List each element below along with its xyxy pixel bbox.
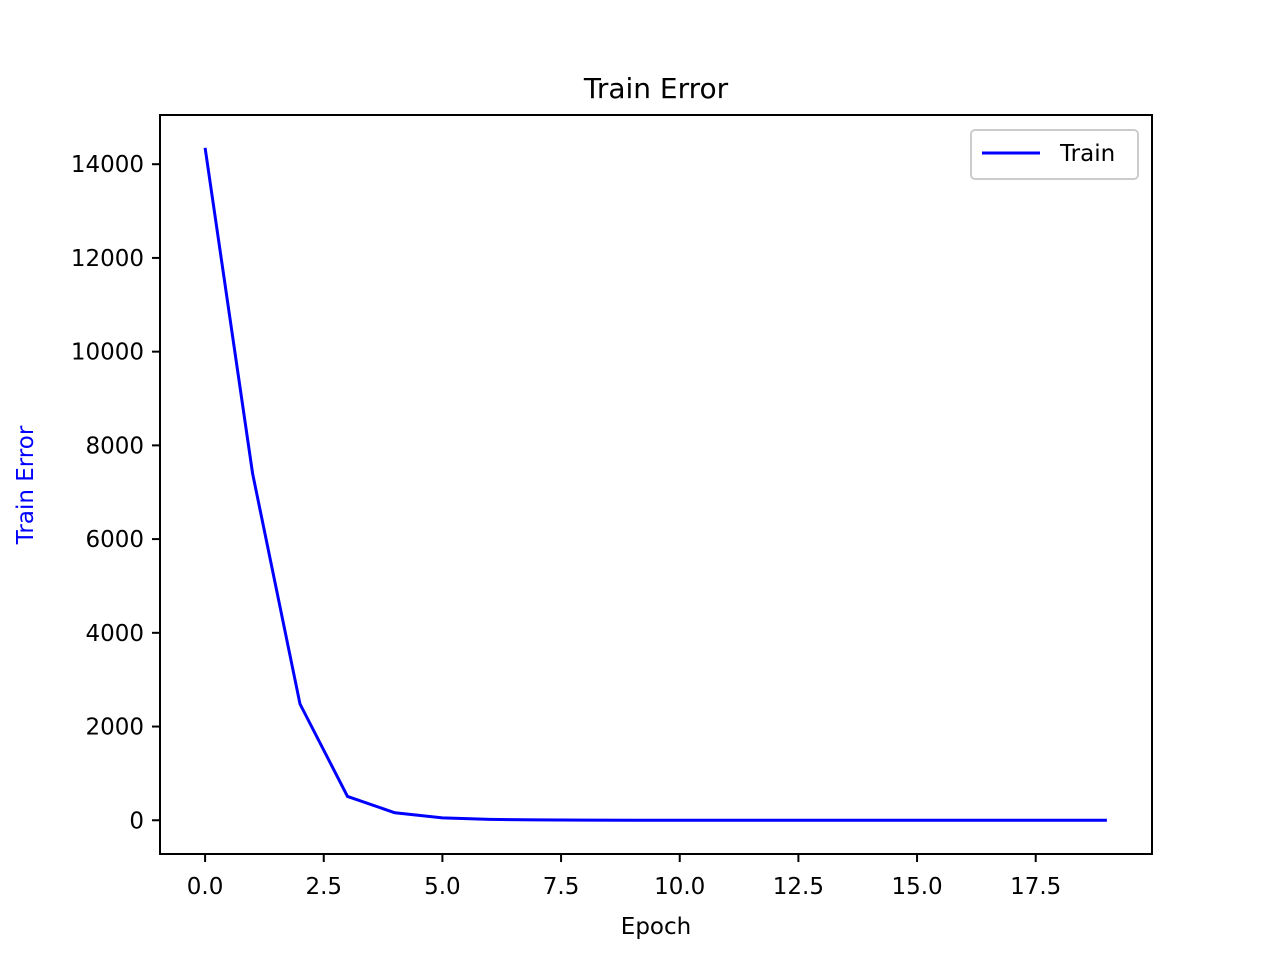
x-tick-label: 2.5 <box>305 874 342 900</box>
x-axis-label: Epoch <box>621 914 691 940</box>
chart-title: Train Error <box>583 72 729 105</box>
x-tick-label: 7.5 <box>543 874 580 900</box>
y-axis: 0 2000 4000 6000 8000 10000 12000 14000 <box>71 152 160 834</box>
x-tick-label: 0.0 <box>187 874 224 900</box>
y-tick-label: 2000 <box>85 715 144 741</box>
y-tick-label: 12000 <box>71 246 144 272</box>
x-tick-label: 12.5 <box>773 874 824 900</box>
series-line-train <box>203 147 1107 822</box>
x-tick-label: 15.0 <box>891 874 942 900</box>
x-tick-label: 5.0 <box>424 874 461 900</box>
y-tick-label: 10000 <box>71 340 144 366</box>
y-axis-label: Train Error <box>13 425 39 545</box>
legend: Train <box>970 129 1139 180</box>
legend-label-train: Train <box>1059 141 1115 167</box>
x-tick-label: 10.0 <box>654 874 705 900</box>
legend-box <box>970 129 1139 180</box>
y-tick-label: 0 <box>129 808 144 834</box>
y-tick-label: 14000 <box>71 152 144 178</box>
y-tick-label: 8000 <box>85 433 144 459</box>
y-tick-label: 6000 <box>85 527 144 553</box>
plot-frame <box>159 114 1153 855</box>
plot-area <box>159 114 1153 855</box>
x-tick-label: 17.5 <box>1010 874 1061 900</box>
x-axis: 0.0 2.5 5.0 7.5 10.0 12.5 15.0 17.5 <box>187 854 1061 900</box>
y-tick-label: 4000 <box>85 621 144 647</box>
